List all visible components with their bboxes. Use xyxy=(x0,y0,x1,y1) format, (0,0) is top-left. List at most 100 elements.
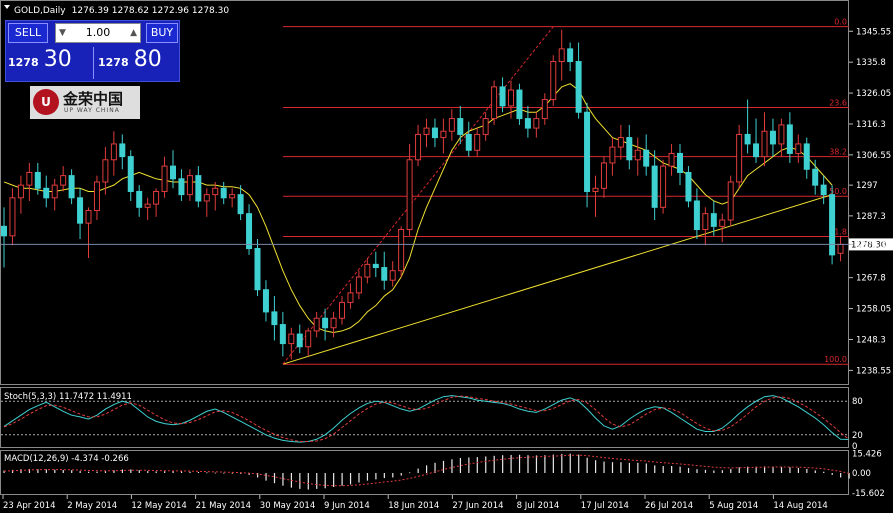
macd-histogram-bar xyxy=(333,473,335,487)
time-axis-label: 21 May 2014 xyxy=(196,501,251,511)
candle-up xyxy=(550,61,557,101)
macd-histogram-bar xyxy=(485,456,487,473)
macd-histogram-bar xyxy=(662,466,664,473)
macd-histogram-bar xyxy=(104,471,107,473)
macd-histogram-bar xyxy=(434,462,436,473)
macd-histogram-bar xyxy=(671,466,673,473)
lot-size-field[interactable]: ▼ 1.00 ▲ xyxy=(55,23,141,43)
candle-up xyxy=(330,317,337,329)
time-axis-label: 8 Jul 2014 xyxy=(517,501,560,511)
candle-down xyxy=(431,127,438,139)
sell-button[interactable]: SELL xyxy=(8,23,48,43)
candle-down xyxy=(820,184,827,196)
macd-histogram-bar xyxy=(147,471,149,473)
macd-histogram-bar xyxy=(79,471,81,473)
lot-size-value[interactable]: 1.00 xyxy=(85,26,111,39)
buy-button[interactable]: BUY xyxy=(146,23,178,43)
price-axis-label: 1238.55 xyxy=(856,366,891,376)
macd-histogram-bar xyxy=(704,469,707,473)
candle-up xyxy=(229,194,236,199)
macd-histogram-bar xyxy=(409,472,411,474)
macd-histogram-bar xyxy=(231,472,233,474)
macd-histogram-bar xyxy=(747,466,749,473)
candle-down xyxy=(262,289,269,313)
macd-histogram-bar xyxy=(552,454,554,473)
logo-chinese-text: 金荣中国 xyxy=(63,90,124,108)
lot-decrease-icon[interactable]: ▼ xyxy=(59,28,66,38)
candle-down xyxy=(178,178,185,196)
macd-histogram-bar xyxy=(349,473,352,485)
candle-down xyxy=(643,149,650,167)
macd-histogram-bar xyxy=(611,462,614,473)
macd-histogram-bar xyxy=(518,454,521,473)
macd-histogram-bar xyxy=(138,470,140,473)
macd-histogram-bar xyxy=(299,473,301,489)
candle-down xyxy=(744,133,751,145)
candle-up xyxy=(600,162,607,189)
macd-histogram-bar xyxy=(789,467,791,473)
candle-up xyxy=(347,292,354,303)
chart-menu-arrow-icon[interactable] xyxy=(4,5,10,9)
macd-histogram-bar xyxy=(121,469,123,473)
candle-down xyxy=(372,263,379,269)
sell-price[interactable]: 1278 30 xyxy=(8,47,72,72)
current-price-label: 1278.30 xyxy=(851,240,886,250)
logo-english-text: UP WAY CHINA xyxy=(64,107,120,114)
macd-histogram-bar xyxy=(535,455,538,473)
candle-down xyxy=(43,187,50,199)
lot-increase-icon[interactable]: ▲ xyxy=(130,28,137,38)
stoch-axis-label: 80 xyxy=(852,397,863,407)
macd-histogram-bar xyxy=(358,473,360,483)
current-price-line: 1278.30 xyxy=(1,238,893,251)
candle-up xyxy=(448,118,455,132)
candle-up xyxy=(17,184,24,199)
candle-down xyxy=(381,267,388,281)
macd-histogram-bar xyxy=(155,471,157,473)
candle-down xyxy=(136,190,143,208)
macd-histogram-bar xyxy=(96,471,98,473)
candle-up xyxy=(508,89,514,107)
macd-histogram-bar xyxy=(814,470,816,473)
macd-histogram-bar xyxy=(197,471,200,473)
candle-up xyxy=(186,175,193,196)
chart-title: GOLD,Daily 1276.39 1278.62 1272.96 1278.3… xyxy=(14,6,229,16)
macd-histogram-bar xyxy=(324,473,326,489)
candle-up xyxy=(482,118,489,135)
buy-price[interactable]: 1278 80 xyxy=(98,47,162,72)
macd-histogram-bar xyxy=(164,471,166,473)
candle-up xyxy=(60,175,67,186)
macd-histogram-bar xyxy=(823,471,825,473)
macd-histogram-bar xyxy=(248,473,250,475)
macd-histogram-bar xyxy=(45,469,47,473)
time-axis-label: 9 Jun 2014 xyxy=(324,501,370,511)
macd-histogram-bar xyxy=(54,469,56,473)
macd-histogram-bar xyxy=(620,462,622,473)
price-axis[interactable]: 1345.55 1335.8 1326.05 1316.3 1306.55 1297 128… xyxy=(849,27,891,376)
macd-histogram-bar xyxy=(172,471,174,473)
candle-down xyxy=(457,118,464,135)
stoch-axis-label: 20 xyxy=(852,431,863,441)
candle-up xyxy=(9,197,16,237)
time-axis-label: 26 Jul 2014 xyxy=(645,501,693,511)
time-axis-label: 12 May 2014 xyxy=(131,501,186,511)
macd-histogram-bar xyxy=(730,468,732,473)
price-axis-label: 1287.3 xyxy=(856,212,886,222)
time-axis[interactable]: 23 Apr 2014 2 May 2014 12 May 2014 21 May 2… xyxy=(2,495,828,511)
price-axis-label: 1345.55 xyxy=(856,27,891,37)
trend-lines[interactable] xyxy=(282,26,833,365)
candle-up xyxy=(702,213,709,231)
price-axis-label: 1326.05 xyxy=(856,89,891,99)
macd-histogram-bar xyxy=(341,473,343,486)
macd-histogram-bar xyxy=(316,473,318,489)
candle-up xyxy=(617,137,624,148)
candle-down xyxy=(499,86,506,107)
ohlc-readout: 1276.39 1278.62 1272.96 1278.30 xyxy=(72,6,230,16)
macd-histogram-bar xyxy=(400,473,402,476)
candle-down xyxy=(119,143,126,158)
candle-down xyxy=(170,165,176,180)
macd-histogram-bar xyxy=(527,455,529,473)
fib-level-label: 100.0 xyxy=(824,355,847,364)
macd-histogram-bar xyxy=(307,473,309,490)
macd-histogram-bar xyxy=(383,473,385,479)
